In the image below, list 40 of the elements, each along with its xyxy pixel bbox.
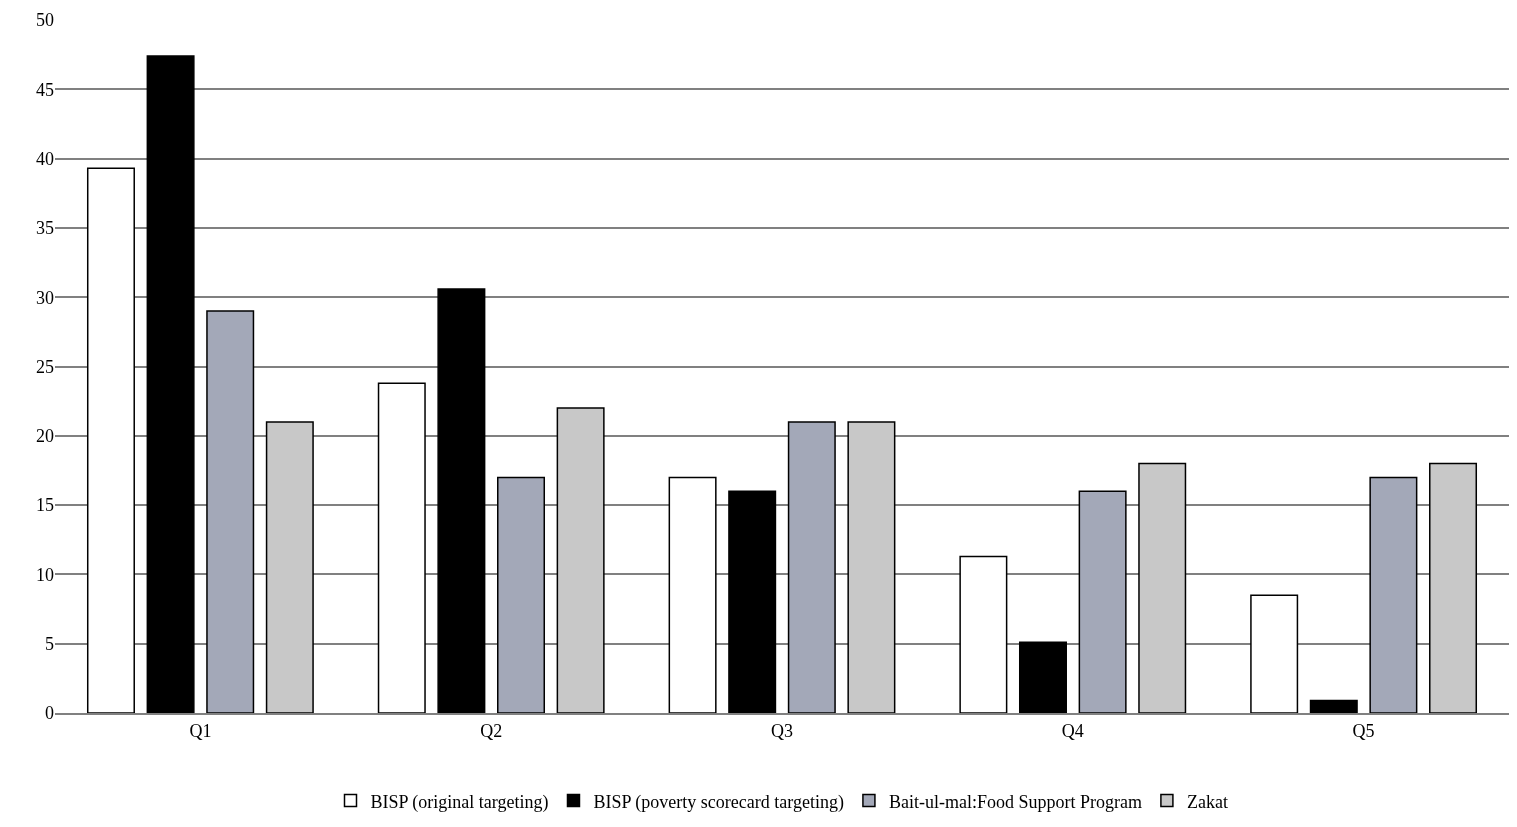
y-tick-label: 5 [45,634,54,654]
bar [728,490,777,713]
y-tick-label: 25 [36,356,54,377]
bar [1369,476,1418,713]
y-tick-label: 45 [36,79,54,100]
legend-label: Zakat [1186,791,1228,812]
x-tick-label: Q3 [771,720,793,741]
y-tick-label: 0 [45,703,54,724]
bar [847,421,896,713]
y-tick-label: 40 [36,148,54,169]
y-tick-label: 50 [36,10,54,31]
bar [86,167,135,713]
y-tick-label: 20 [36,426,54,447]
x-tick-label: Q4 [1061,720,1084,741]
bar [265,421,314,713]
x-tick-label: Q1 [189,720,212,741]
legend-label: BISP (original targeting) [370,791,549,813]
bar [146,55,195,713]
bar [668,476,717,713]
bar [497,476,546,713]
bar [1018,641,1067,713]
x-tick-label: Q5 [1352,720,1375,741]
bar [377,382,426,713]
y-tick-label: 35 [36,218,54,239]
bar [1138,462,1187,713]
bar [959,555,1008,713]
bar [1250,594,1299,713]
bar [1309,699,1358,713]
legend-label: BISP (poverty scorecard targeting) [593,791,844,813]
bar [206,310,255,713]
y-tick-label: 30 [36,287,54,308]
bar [437,288,486,713]
legend-label: Bait-ul-mal:Food Support Program [888,791,1142,812]
y-tick-label: 10 [36,564,54,585]
bar [787,421,836,713]
y-tick-label: 15 [36,495,54,516]
x-tick-label: Q2 [480,720,503,741]
bar [556,407,605,713]
bar [1429,462,1478,713]
bar [1078,490,1127,713]
